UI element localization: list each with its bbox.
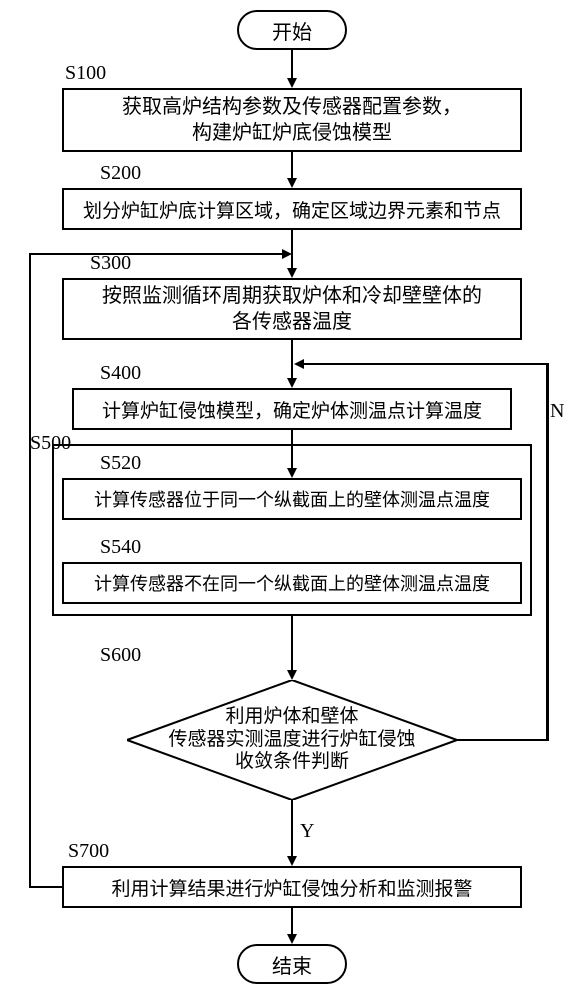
s100-line1: 获取高炉结构参数及传感器配置参数， [122,94,462,120]
s200-box: 划分炉缸炉底计算区域，确定区域边界元素和节点 [62,188,522,230]
arrow-s600-s700 [287,800,297,866]
s520-text: 计算传感器位于同一个纵截面上的壁体测温点温度 [94,486,490,512]
arrow-s200-s300 [287,230,297,278]
s600-line1: 利用炉体和壁体 [225,706,358,729]
s600-line2: 传感器实测温度进行炉缸侵蚀 [168,729,415,752]
s100-line2: 构建炉缸炉底侵蚀模型 [192,120,392,146]
start-terminator: 开始 [237,10,347,50]
label-s540: S540 [100,536,141,559]
s300-box: 按照监测循环周期获取炉体和冷却壁壁体的 各传感器温度 [62,278,522,340]
end-label: 结束 [272,950,312,979]
s300-line1: 按照监测循环周期获取炉体和冷却壁壁体的 [102,283,482,309]
arrow-no-feedback [457,355,567,745]
s300-line2: 各传感器温度 [232,309,352,335]
label-s700: S700 [68,840,109,863]
label-s400: S400 [100,362,141,385]
s520-box: 计算传感器位于同一个纵截面上的壁体测温点温度 [62,478,522,520]
s400-box: 计算炉缸侵蚀模型，确定炉体测温点计算温度 [72,388,512,430]
s600-line3: 收敛条件判断 [235,751,349,774]
s200-text: 划分炉缸炉底计算区域，确定区域边界元素和节点 [83,196,501,223]
s700-box: 利用计算结果进行炉缸侵蚀分析和监测报警 [62,866,522,908]
end-terminator: 结束 [237,944,347,984]
s700-text: 利用计算结果进行炉缸侵蚀分析和监测报警 [111,874,472,901]
arrow-s100-s200 [287,152,297,188]
s400-text: 计算炉缸侵蚀模型，确定炉体测温点计算温度 [102,396,482,423]
start-label: 开始 [272,16,312,45]
s540-text: 计算传感器不在同一个纵截面上的壁体测温点温度 [94,570,490,596]
arrow-s300-s400 [287,340,297,388]
s540-box: 计算传感器不在同一个纵截面上的壁体测温点温度 [62,562,522,604]
yes-label: Y [300,820,314,843]
label-s300: S300 [90,252,131,275]
s100-box: 获取高炉结构参数及传感器配置参数， 构建炉缸炉底侵蚀模型 [62,88,522,152]
arrow-start-s100 [287,50,297,88]
label-s520: S520 [100,452,141,475]
label-s200: S200 [100,162,141,185]
label-s100: S100 [65,62,106,85]
s600-diamond: 利用炉体和壁体 传感器实测温度进行炉缸侵蚀 收敛条件判断 [127,680,457,800]
label-s600: S600 [100,644,141,667]
arrow-s700-end [287,908,297,944]
arrow-s500-s600 [287,616,297,680]
